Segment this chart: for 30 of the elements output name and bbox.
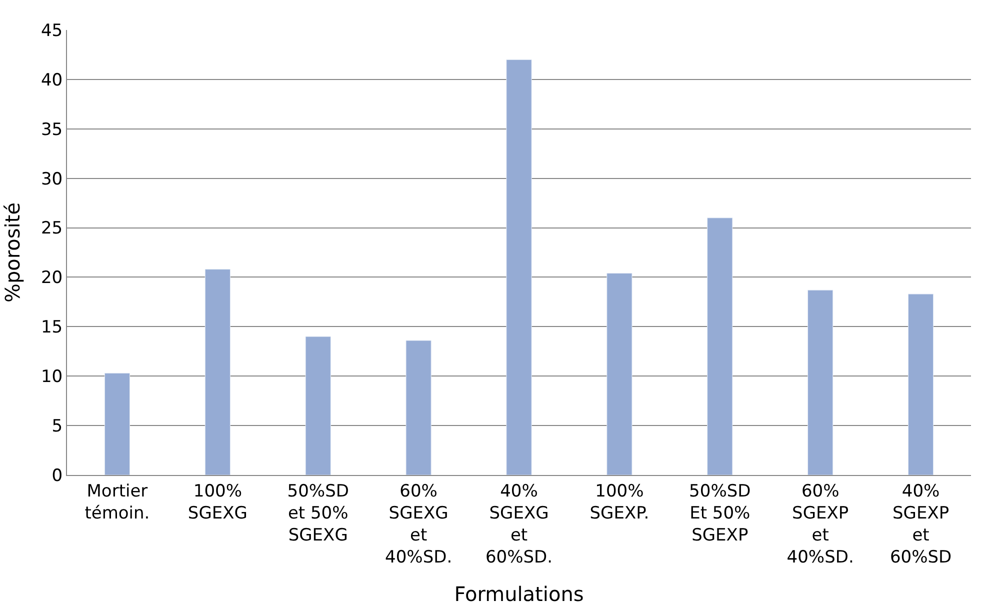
bar xyxy=(305,336,331,475)
bar xyxy=(104,372,130,475)
y-tick-label: 25 xyxy=(40,218,63,239)
x-tick-label: 50%SD et 50% SGEXG xyxy=(287,481,349,546)
x-tick-label: 60% SGEXP et 40%SD. xyxy=(786,481,854,568)
bar xyxy=(606,273,632,475)
y-tick-label: 15 xyxy=(40,318,63,338)
y-tick-label: 0 xyxy=(52,466,63,486)
y-tick-label: 20 xyxy=(40,268,63,288)
bar xyxy=(506,59,532,475)
bar xyxy=(204,269,230,475)
x-tick-label: 100% SGEXP. xyxy=(590,481,650,524)
y-tick-label: 30 xyxy=(40,169,63,190)
x-tick-label: Mortier témoin. xyxy=(84,481,150,524)
y-tick-label: 5 xyxy=(52,416,63,437)
x-tick-label: 50%SD Et 50% SGEXP xyxy=(689,481,751,546)
bar xyxy=(406,340,432,475)
x-tick-label: 40% SGEXG et 60%SD. xyxy=(485,481,553,568)
x-tick-label: 40% SGEXP et 60%SD xyxy=(890,481,952,568)
y-tick-label: 40 xyxy=(40,70,63,90)
bar xyxy=(707,218,733,475)
x-axis-title: Formulations xyxy=(454,582,584,606)
y-tick-label: 45 xyxy=(40,20,63,41)
y-tick-label: 35 xyxy=(40,120,63,140)
bar xyxy=(808,290,834,475)
x-tick-label: 60% SGEXG et 40%SD. xyxy=(385,481,452,568)
x-tick-label: 100% SGEXG xyxy=(188,481,248,524)
bar xyxy=(908,294,934,475)
y-axis-title: %porosité xyxy=(0,202,24,303)
y-tick-label: 10 xyxy=(40,367,63,388)
